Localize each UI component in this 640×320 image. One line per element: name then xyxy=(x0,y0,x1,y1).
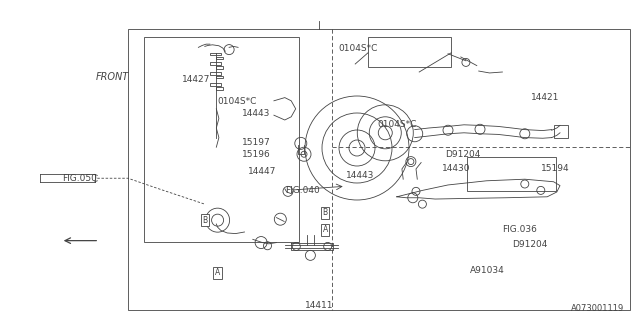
Text: B: B xyxy=(323,208,328,217)
Text: 14447: 14447 xyxy=(248,167,276,176)
Bar xyxy=(216,57,223,59)
Bar xyxy=(554,125,568,138)
Text: A: A xyxy=(323,225,328,234)
Text: D91204: D91204 xyxy=(512,240,547,249)
Bar xyxy=(368,37,451,67)
Text: 14443: 14443 xyxy=(242,109,270,118)
Text: 14411: 14411 xyxy=(305,301,333,310)
Text: 15194: 15194 xyxy=(541,164,570,173)
Text: A: A xyxy=(215,268,220,277)
Text: B: B xyxy=(202,216,207,225)
Bar xyxy=(128,29,630,310)
Bar xyxy=(210,72,221,75)
Text: A073001119: A073001119 xyxy=(571,304,624,313)
Text: 0104S*C: 0104S*C xyxy=(378,120,417,129)
Bar xyxy=(210,53,221,55)
Bar xyxy=(210,83,221,86)
Bar xyxy=(216,76,223,78)
Text: 0104S*C: 0104S*C xyxy=(218,97,257,106)
Text: 0104S*C: 0104S*C xyxy=(338,44,378,53)
Text: D91204: D91204 xyxy=(445,150,480,159)
Bar xyxy=(216,66,223,69)
Bar xyxy=(144,37,299,242)
Bar xyxy=(216,87,223,90)
Text: A91034: A91034 xyxy=(470,266,505,275)
Text: 14421: 14421 xyxy=(531,93,559,102)
Bar xyxy=(467,157,556,191)
Text: FIG.040: FIG.040 xyxy=(285,186,319,195)
Text: FRONT: FRONT xyxy=(95,72,129,83)
Text: FIG.050: FIG.050 xyxy=(63,174,97,183)
Bar xyxy=(210,62,221,65)
Text: 14427: 14427 xyxy=(182,75,211,84)
Text: 14430: 14430 xyxy=(442,164,470,173)
Text: FIG.036: FIG.036 xyxy=(502,225,537,234)
Text: 15196: 15196 xyxy=(242,150,271,159)
Text: 14443: 14443 xyxy=(346,171,374,180)
Text: 15197: 15197 xyxy=(242,138,271,147)
